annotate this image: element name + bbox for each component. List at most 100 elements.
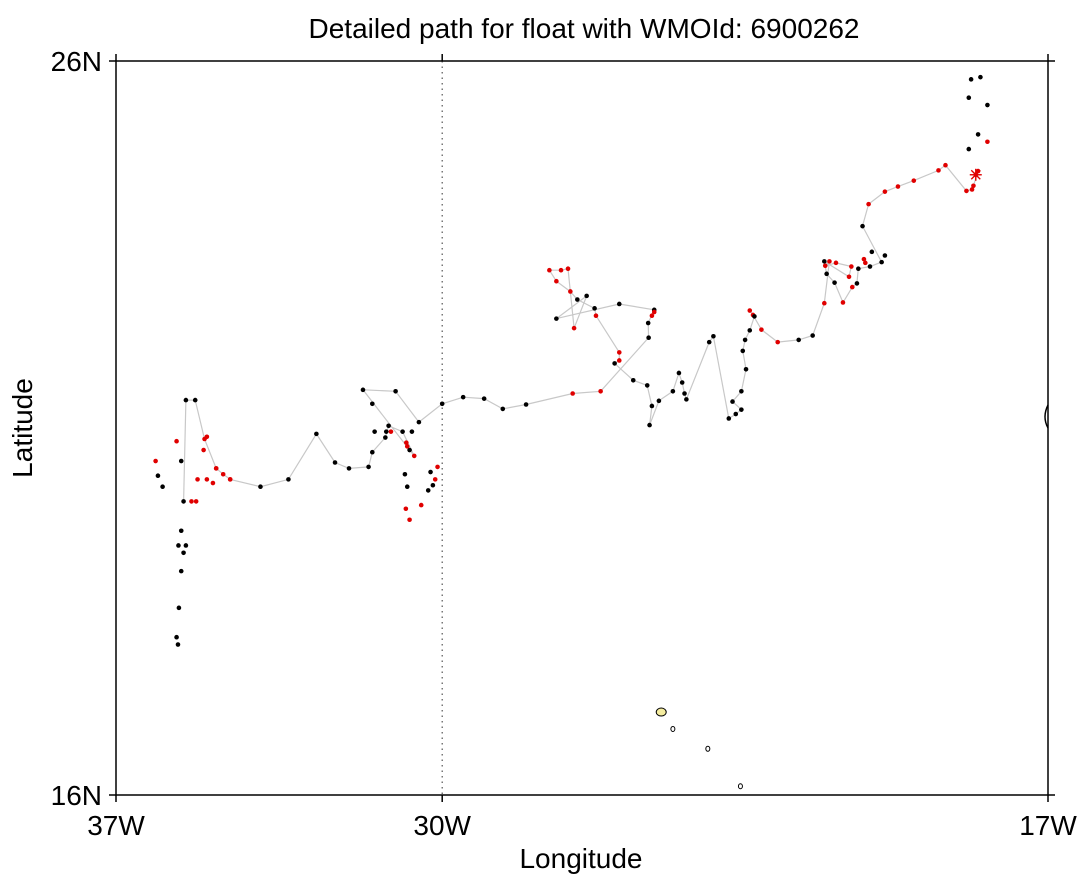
profile-point-91 (332, 460, 338, 465)
plot-area (153, 61, 1049, 795)
profile-point-127 (213, 466, 219, 471)
profile-point-7 (911, 178, 917, 183)
profile-point-138 (404, 484, 410, 490)
profile-point-28 (796, 337, 801, 343)
profile-point-104 (966, 95, 972, 100)
profile-point-122 (174, 438, 179, 444)
profile-point-64 (558, 267, 564, 273)
profile-point-131 (372, 429, 377, 434)
y-tick-label: 16N (51, 780, 102, 811)
profile-point-79 (439, 401, 445, 407)
profile-point-10 (866, 201, 871, 207)
profile-point-144 (430, 482, 436, 488)
profile-point-42 (726, 416, 732, 421)
profile-point-77 (481, 396, 487, 401)
x-tick-label: 17W (1019, 810, 1077, 841)
profile-point-86 (386, 423, 391, 429)
profile-point-75 (523, 402, 529, 407)
profile-point-63 (547, 267, 552, 273)
profile-point-82 (360, 387, 366, 393)
profile-point-94 (258, 484, 263, 490)
profile-point-23 (833, 260, 839, 266)
profile-point-140 (403, 506, 409, 512)
profile-point-44 (706, 339, 712, 345)
profile-point-151 (869, 249, 875, 255)
profile-point-46 (682, 391, 687, 396)
profile-point-57 (616, 350, 622, 355)
plot-frame (115, 60, 1049, 796)
profile-point-27 (810, 333, 815, 338)
profile-point-55 (612, 361, 617, 366)
float-track-line (183, 164, 979, 502)
profile-point-125 (195, 477, 200, 482)
x-tick-label: 37W (87, 810, 145, 841)
profile-point-120 (160, 484, 165, 490)
profile-point-67 (584, 293, 589, 299)
profile-point-116 (176, 605, 182, 611)
profile-point-84 (411, 453, 417, 459)
profile-point-26 (822, 300, 827, 306)
profile-point-137 (404, 440, 409, 445)
profile-point-143 (425, 488, 431, 493)
profile-point-69 (616, 301, 622, 307)
profile-point-36 (740, 348, 746, 354)
profile-point-76 (500, 406, 506, 412)
profile-point-124 (193, 499, 199, 504)
profile-point-16 (849, 284, 855, 290)
profile-point-48 (676, 370, 682, 376)
profile-point-13 (867, 264, 873, 269)
profile-point-141 (407, 517, 412, 523)
profile-point-89 (366, 464, 371, 470)
island-3 (737, 783, 743, 790)
profile-point-35 (742, 337, 748, 343)
profile-point-107 (985, 102, 990, 108)
axis-ticks: 37W 30W 17W 16N 26N (51, 46, 1078, 841)
profile-point-83 (407, 447, 412, 453)
profile-point-37 (743, 366, 749, 372)
profile-point-21 (846, 274, 852, 280)
y-axis-label: Latitude (7, 378, 38, 478)
x-axis-label: Longitude (519, 843, 642, 874)
profile-point-62 (554, 278, 559, 284)
coastline (1044, 404, 1049, 429)
profile-point-117 (174, 634, 179, 640)
profile-point-80 (416, 419, 422, 425)
profile-point-33 (752, 314, 757, 319)
profile-point-2 (971, 183, 976, 189)
profile-point-119 (155, 473, 161, 479)
start-marker (969, 168, 982, 181)
profile-point-38 (739, 389, 744, 394)
profile-point-40 (739, 407, 744, 412)
profile-point-34 (747, 328, 753, 333)
profile-point-134 (404, 444, 410, 449)
profile-point-30 (759, 327, 764, 332)
profile-point-101 (181, 499, 186, 504)
profile-point-102 (966, 146, 972, 152)
profile-point-65 (565, 266, 571, 272)
profile-point-15 (854, 281, 860, 286)
profile-point-72 (646, 335, 651, 341)
profile-point-4 (964, 188, 969, 194)
profile-point-74 (570, 391, 575, 396)
profile-point-153 (861, 256, 867, 262)
profile-point-88 (370, 449, 375, 455)
profile-point-111 (178, 528, 184, 534)
profile-point-105 (968, 77, 974, 82)
profile-point-123 (189, 499, 194, 504)
profile-point-148 (649, 313, 655, 318)
profile-point-114 (181, 550, 186, 556)
profile-point-43 (711, 333, 716, 339)
profile-point-25 (827, 259, 832, 264)
profile-point-8 (895, 184, 901, 189)
profile-point-5 (943, 162, 948, 168)
x-tick-label: 30W (413, 810, 471, 841)
profile-point-93 (286, 477, 291, 482)
profile-point-73 (598, 389, 603, 394)
profile-point-135 (409, 429, 415, 434)
profile-point-58 (593, 313, 599, 318)
profile-point-3 (969, 187, 975, 192)
profile-point-136 (383, 429, 389, 434)
profile-point-99 (192, 397, 198, 403)
profile-point-9 (882, 189, 888, 194)
profile-point-152 (863, 260, 868, 266)
